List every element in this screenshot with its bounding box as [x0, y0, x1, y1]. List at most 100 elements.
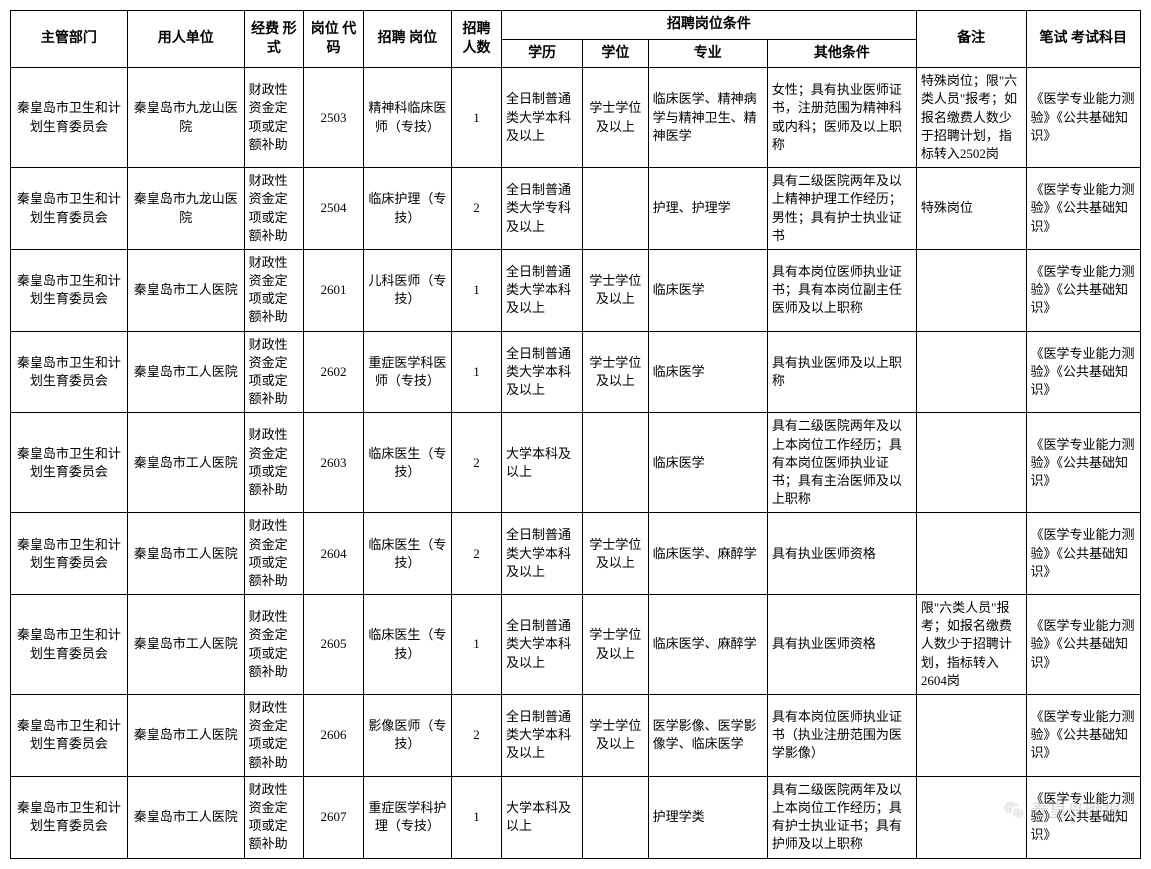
cell-post: 重症医学科护理（专技） — [363, 776, 451, 858]
cell-other: 具有本岗位医师执业证书；具有本岗位副主任医师及以上职称 — [767, 249, 916, 331]
cell-edu: 全日制普通类大学本科及以上 — [502, 249, 583, 331]
cell-dept: 秦皇岛市卫生和计划生育委员会 — [11, 168, 128, 250]
cell-post: 影像医师（专技） — [363, 695, 451, 777]
cell-dept: 秦皇岛市卫生和计划生育委员会 — [11, 331, 128, 413]
cell-num: 1 — [452, 331, 502, 413]
cell-other: 具有二级医院两年及以上本岗位工作经历；具有本岗位医师执业证书；具有主治医师及以上… — [767, 413, 916, 513]
table-row: 秦皇岛市卫生和计划生育委员会秦皇岛市工人医院财政性资金定项或定额补助2606影像… — [11, 695, 1141, 777]
cell-num: 1 — [452, 249, 502, 331]
cell-num: 1 — [452, 595, 502, 695]
cell-fund: 财政性资金定项或定额补助 — [244, 249, 304, 331]
cell-unit: 秦皇岛市工人医院 — [127, 249, 244, 331]
cell-edu: 全日制普通类大学本科及以上 — [502, 695, 583, 777]
cell-major: 临床医学 — [648, 331, 767, 413]
cell-unit: 秦皇岛市工人医院 — [127, 331, 244, 413]
cell-exam: 《医学专业能力测验》《公共基础知识》 — [1026, 331, 1141, 413]
cell-code: 2604 — [304, 513, 364, 595]
cell-edu: 全日制普通类大学本科及以上 — [502, 331, 583, 413]
cell-edu: 大学本科及以上 — [502, 413, 583, 513]
table-row: 秦皇岛市卫生和计划生育委员会秦皇岛市工人医院财政性资金定项或定额补助2604临床… — [11, 513, 1141, 595]
cell-fund: 财政性资金定项或定额补助 — [244, 413, 304, 513]
cell-fund: 财政性资金定项或定额补助 — [244, 595, 304, 695]
cell-degree: 学士学位及以上 — [583, 68, 649, 168]
cell-dept: 秦皇岛市卫生和计划生育委员会 — [11, 695, 128, 777]
cell-remark: 特殊岗位；限"六类人员"报考；如报名缴费人数少于招聘计划，指标转入2502岗 — [916, 68, 1026, 168]
cell-degree — [583, 776, 649, 858]
cell-post: 临床医生（专技） — [363, 595, 451, 695]
cell-unit: 秦皇岛市九龙山医院 — [127, 168, 244, 250]
cell-exam: 《医学专业能力测验》《公共基础知识》 — [1026, 695, 1141, 777]
cell-fund: 财政性资金定项或定额补助 — [244, 695, 304, 777]
cell-degree: 学士学位及以上 — [583, 695, 649, 777]
cell-num: 2 — [452, 413, 502, 513]
cell-degree — [583, 413, 649, 513]
cell-post: 重症医学科医师（专技） — [363, 331, 451, 413]
cell-dept: 秦皇岛市卫生和计划生育委员会 — [11, 595, 128, 695]
cell-remark: 限"六类人员"报考；如报名缴费人数少于招聘计划，指标转入2604岗 — [916, 595, 1026, 695]
table-row: 秦皇岛市卫生和计划生育委员会秦皇岛市九龙山医院财政性资金定项或定额补助2503精… — [11, 68, 1141, 168]
cell-other: 具有执业医师资格 — [767, 513, 916, 595]
th-degree: 学位 — [583, 39, 649, 68]
cell-other: 具有执业医师及以上职称 — [767, 331, 916, 413]
cell-exam: 《医学专业能力测验》《公共基础知识》 — [1026, 776, 1141, 858]
cell-other: 具有本岗位医师执业证书（执业注册范围为医学影像） — [767, 695, 916, 777]
cell-dept: 秦皇岛市卫生和计划生育委员会 — [11, 249, 128, 331]
cell-degree: 学士学位及以上 — [583, 249, 649, 331]
cell-post: 儿科医师（专技） — [363, 249, 451, 331]
cell-code: 2605 — [304, 595, 364, 695]
th-num: 招聘 人数 — [452, 11, 502, 68]
cell-num: 2 — [452, 695, 502, 777]
cell-post: 临床医生（专技） — [363, 513, 451, 595]
th-unit: 用人单位 — [127, 11, 244, 68]
cell-num: 1 — [452, 776, 502, 858]
cell-remark — [916, 249, 1026, 331]
cell-num: 2 — [452, 513, 502, 595]
cell-exam: 《医学专业能力测验》《公共基础知识》 — [1026, 595, 1141, 695]
cell-exam: 《医学专业能力测验》《公共基础知识》 — [1026, 249, 1141, 331]
cell-code: 2601 — [304, 249, 364, 331]
recruitment-table: 主管部门 用人单位 经费 形式 岗位 代码 招聘 岗位 招聘 人数 招聘岗位条件… — [10, 10, 1141, 859]
cell-edu: 全日制普通类大学本科及以上 — [502, 595, 583, 695]
th-post: 招聘 岗位 — [363, 11, 451, 68]
cell-code: 2503 — [304, 68, 364, 168]
table-row: 秦皇岛市卫生和计划生育委员会秦皇岛市工人医院财政性资金定项或定额补助2602重症… — [11, 331, 1141, 413]
th-remark: 备注 — [916, 11, 1026, 68]
table-row: 秦皇岛市卫生和计划生育委员会秦皇岛市工人医院财政性资金定项或定额补助2605临床… — [11, 595, 1141, 695]
cell-post: 临床护理（专技） — [363, 168, 451, 250]
th-edu: 学历 — [502, 39, 583, 68]
cell-major: 临床医学 — [648, 249, 767, 331]
cell-other: 女性；具有执业医师证书，注册范围为精神科或内科；医师及以上职称 — [767, 68, 916, 168]
table-row: 秦皇岛市卫生和计划生育委员会秦皇岛市工人医院财政性资金定项或定额补助2607重症… — [11, 776, 1141, 858]
cell-exam: 《医学专业能力测验》《公共基础知识》 — [1026, 68, 1141, 168]
cell-degree: 学士学位及以上 — [583, 513, 649, 595]
th-major: 专业 — [648, 39, 767, 68]
cell-major: 临床医学、麻醉学 — [648, 513, 767, 595]
table-row: 秦皇岛市卫生和计划生育委员会秦皇岛市工人医院财政性资金定项或定额补助2601儿科… — [11, 249, 1141, 331]
cell-dept: 秦皇岛市卫生和计划生育委员会 — [11, 776, 128, 858]
cell-remark — [916, 331, 1026, 413]
cell-major: 护理学类 — [648, 776, 767, 858]
cell-degree — [583, 168, 649, 250]
cell-major: 护理、护理学 — [648, 168, 767, 250]
cell-fund: 财政性资金定项或定额补助 — [244, 513, 304, 595]
cell-exam: 《医学专业能力测验》《公共基础知识》 — [1026, 513, 1141, 595]
cell-unit: 秦皇岛市工人医院 — [127, 413, 244, 513]
table-row: 秦皇岛市卫生和计划生育委员会秦皇岛市九龙山医院财政性资金定项或定额补助2504临… — [11, 168, 1141, 250]
cell-remark — [916, 413, 1026, 513]
th-dept: 主管部门 — [11, 11, 128, 68]
cell-degree: 学士学位及以上 — [583, 595, 649, 695]
cell-post: 临床医生（专技） — [363, 413, 451, 513]
th-fund: 经费 形式 — [244, 11, 304, 68]
cell-remark — [916, 776, 1026, 858]
cell-dept: 秦皇岛市卫生和计划生育委员会 — [11, 513, 128, 595]
cell-num: 2 — [452, 168, 502, 250]
cell-dept: 秦皇岛市卫生和计划生育委员会 — [11, 68, 128, 168]
cell-degree: 学士学位及以上 — [583, 331, 649, 413]
cell-dept: 秦皇岛市卫生和计划生育委员会 — [11, 413, 128, 513]
th-exam: 笔试 考试科目 — [1026, 11, 1141, 68]
cell-major: 临床医学、精神病学与精神卫生、精神医学 — [648, 68, 767, 168]
cell-fund: 财政性资金定项或定额补助 — [244, 776, 304, 858]
cell-edu: 全日制普通类大学本科及以上 — [502, 513, 583, 595]
cell-exam: 《医学专业能力测验》《公共基础知识》 — [1026, 168, 1141, 250]
cell-code: 2603 — [304, 413, 364, 513]
